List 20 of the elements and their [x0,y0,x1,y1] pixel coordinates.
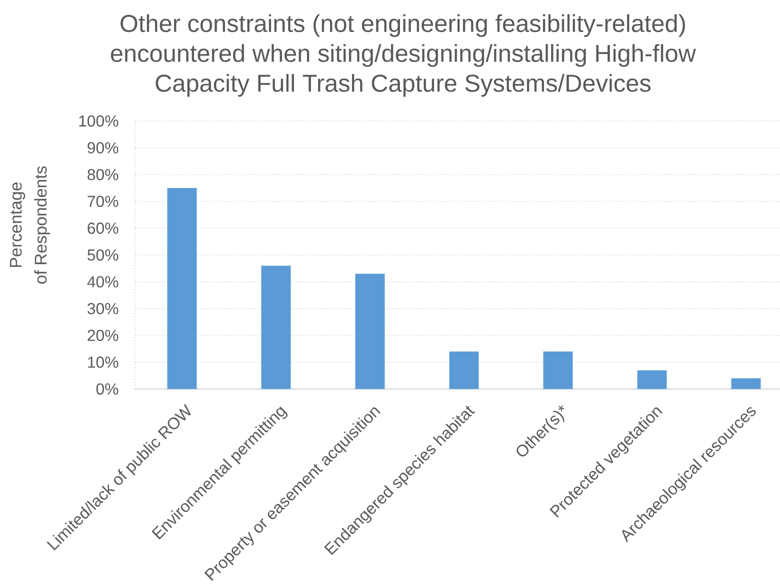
chart-title: Other constraints (not engineering feasibility-related) encountered when siting/designing/installing High-flow Capacity Full Trash Capture Systems/Devices [110,14,696,97]
bar [355,274,385,389]
y-tick-label: 20% [88,330,118,342]
y-tick-label: 50% [88,249,118,261]
y-tick-label: 30% [88,302,118,314]
y-tick-label: 40% [87,276,118,288]
bar [449,351,479,389]
y-tick-label: 100% [79,115,118,127]
bar [637,370,667,389]
bar [731,378,761,389]
y-axis-title: Percentage of Respondents [10,166,50,284]
y-tick-label: 90% [88,142,118,154]
bar [167,188,197,389]
bar [261,266,291,389]
y-tick-label: 10% [88,356,118,368]
bar [543,351,573,389]
y-tick-label: 60% [88,222,118,234]
y-tick-label: 70% [88,196,118,208]
y-tick-label: 80% [88,168,118,180]
y-tick-label: 0% [96,383,118,395]
